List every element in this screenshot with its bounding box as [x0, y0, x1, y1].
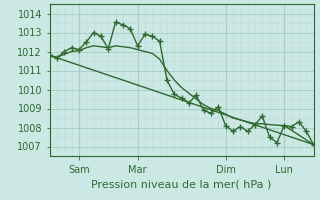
X-axis label: Pression niveau de la mer( hPa ): Pression niveau de la mer( hPa )	[92, 179, 272, 189]
